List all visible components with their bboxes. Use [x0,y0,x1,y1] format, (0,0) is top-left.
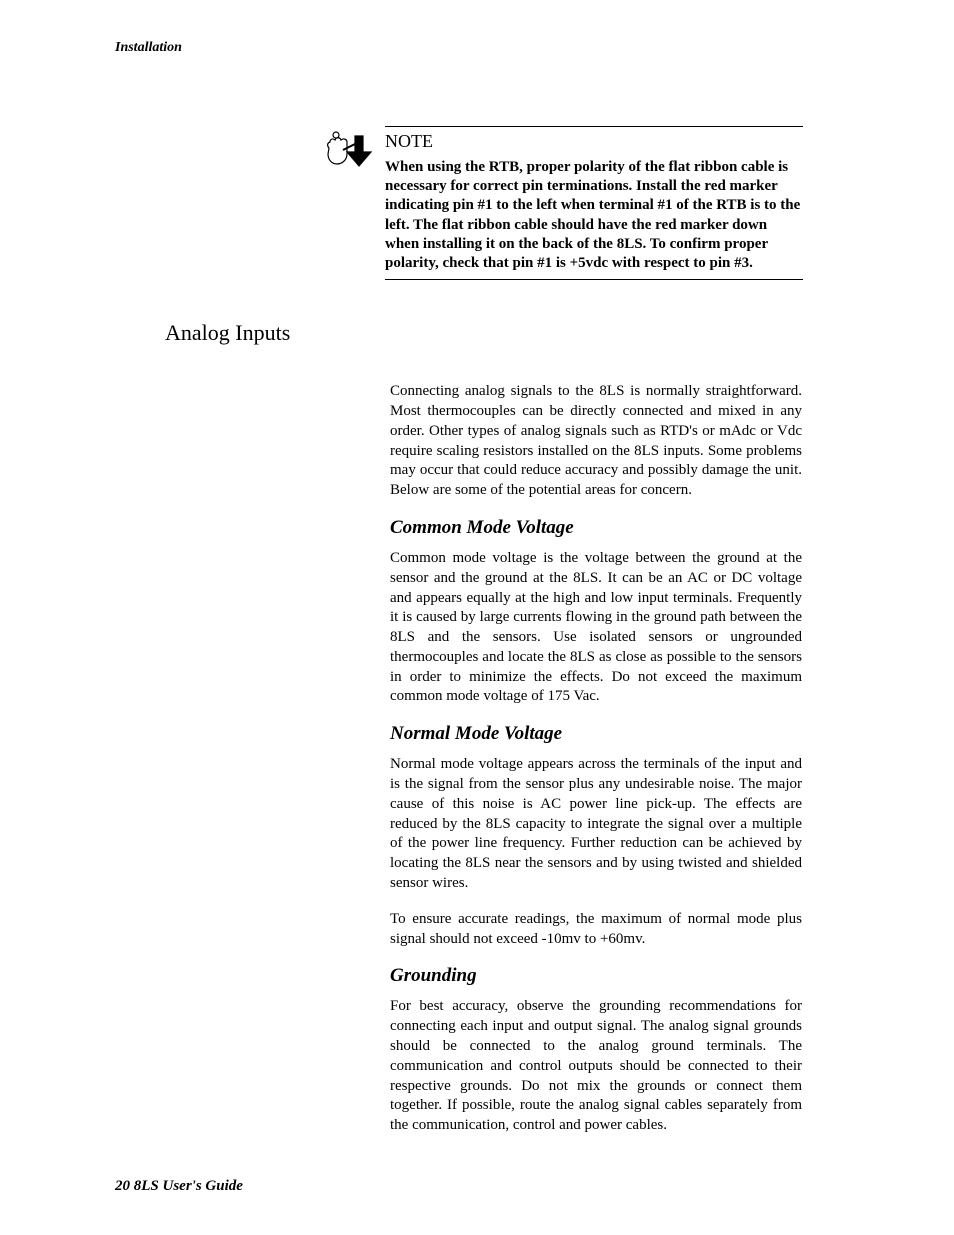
intro-paragraph: Connecting analog signals to the 8LS is … [390,382,802,501]
subheading-common-mode: Common Mode Voltage [390,517,802,539]
grounding-paragraph: For best accuracy, observe the grounding… [390,997,802,1136]
running-head: Installation [115,40,839,56]
note-text: When using the RTB, proper polarity of t… [385,158,803,273]
note-body: NOTE When using the RTB, proper polarity… [385,126,803,280]
note-hand-icon [325,126,385,175]
subheading-normal-mode: Normal Mode Voltage [390,723,802,745]
page-footer: 20 8LS User's Guide [115,1178,243,1195]
document-page: Installation NOTE When using the RTB, pr… [0,0,954,1235]
normal-mode-paragraph-1: Normal mode voltage appears across the t… [390,755,802,894]
content-column: Connecting analog signals to the 8LS is … [390,382,802,1136]
note-block: NOTE When using the RTB, proper polarity… [325,126,803,280]
normal-mode-paragraph-2: To ensure accurate readings, the maximum… [390,910,802,950]
subheading-grounding: Grounding [390,965,802,987]
note-label: NOTE [385,131,803,152]
common-mode-paragraph: Common mode voltage is the voltage betwe… [390,549,802,707]
section-title-analog-inputs: Analog Inputs [165,320,839,346]
